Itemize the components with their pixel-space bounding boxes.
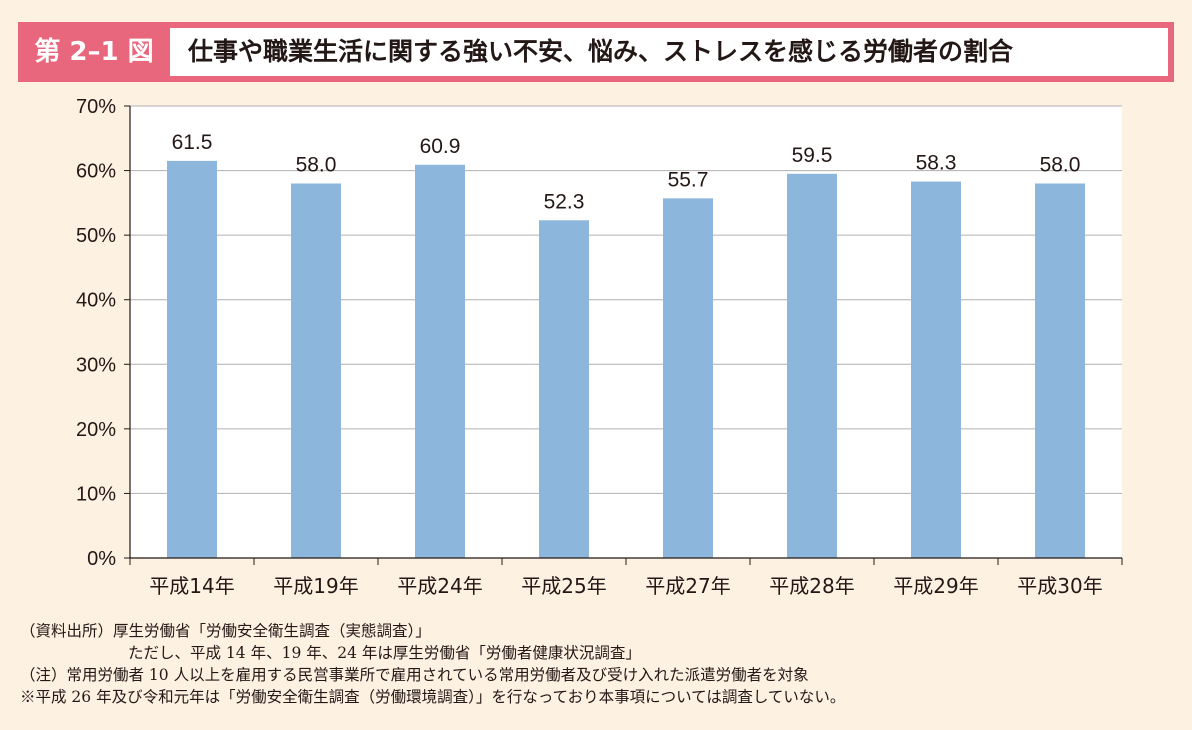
notes: （資料出所）厚生労働省「労働安全衛生調査（実態調査）」 ただし、平成 14 年、… [20, 620, 1180, 708]
y-tick-label: 10% [76, 483, 116, 505]
y-tick-label: 60% [76, 161, 116, 183]
figure-title-box: 仕事や職業生活に関する強い不安、悩み、ストレスを感じる労働者の割合 [170, 28, 1168, 76]
bar [663, 198, 713, 558]
y-tick-label: 30% [76, 354, 116, 376]
bar [911, 181, 961, 558]
bar-value-label: 58.0 [1040, 153, 1081, 176]
figure-title-bar: 第 2–1 図 仕事や職業生活に関する強い不安、悩み、ストレスを感じる労働者の割… [18, 22, 1174, 82]
x-category-label: 平成19年 [273, 574, 358, 598]
y-tick-label: 70% [76, 96, 116, 118]
bar-value-label: 58.0 [296, 153, 337, 176]
x-category-label: 平成24年 [397, 574, 482, 598]
figure-number: 第 2–1 図 [34, 37, 154, 67]
x-category-label: 平成25年 [521, 574, 606, 598]
bar-value-label: 58.3 [916, 152, 957, 175]
bar [415, 164, 465, 558]
bar [787, 173, 837, 559]
y-tick-label: 40% [76, 290, 116, 312]
bars [167, 160, 1085, 559]
bar-chart: 0% 10% 20% 30% 40% 50% 60% 70% 61.5 平成14年 58.0 平成19… [76, 96, 1123, 598]
bar [539, 220, 589, 558]
note-scope: （注）常用労働者 10 人以上を雇用する民営事業所で雇用されている常用労働者及び… [20, 666, 809, 684]
axes [124, 105, 1123, 565]
x-category-label: 平成28年 [769, 574, 854, 598]
x-category-label: 平成27年 [645, 574, 730, 598]
y-tick-label: 0% [87, 548, 116, 570]
bar-value-label: 59.5 [792, 144, 833, 167]
labels: 0% 10% 20% 30% 40% 50% 60% 70% 61.5 平成14年 58.0 平成19… [76, 96, 1103, 598]
plot-area [130, 106, 1122, 558]
bar-value-label: 55.7 [668, 168, 709, 191]
y-tick-label: 20% [76, 419, 116, 441]
note-source: （資料出所）厚生労働省「労働安全衛生調査（実態調査）」 [20, 622, 431, 640]
x-category-label: 平成14年 [149, 574, 234, 598]
bar-value-label: 60.9 [420, 135, 461, 158]
note-exception: ※平成 26 年及び令和元年は「労働安全衛生調査（労働環境調査）」を行なっており… [20, 688, 846, 706]
bar-value-label: 61.5 [172, 131, 213, 154]
bar [291, 183, 341, 558]
figure-title: 仕事や職業生活に関する強い不安、悩み、ストレスを感じる労働者の割合 [188, 37, 1014, 66]
note-source-detail: ただし、平成 14 年、19 年、24 年は厚生労働省「労働者健康状況調査」 [128, 644, 641, 662]
bar [1035, 183, 1085, 558]
x-category-label: 平成29年 [893, 574, 978, 598]
bar [167, 160, 217, 558]
x-category-label: 平成30年 [1017, 574, 1102, 598]
bar-value-label: 52.3 [544, 190, 585, 213]
y-tick-label: 50% [76, 225, 116, 247]
